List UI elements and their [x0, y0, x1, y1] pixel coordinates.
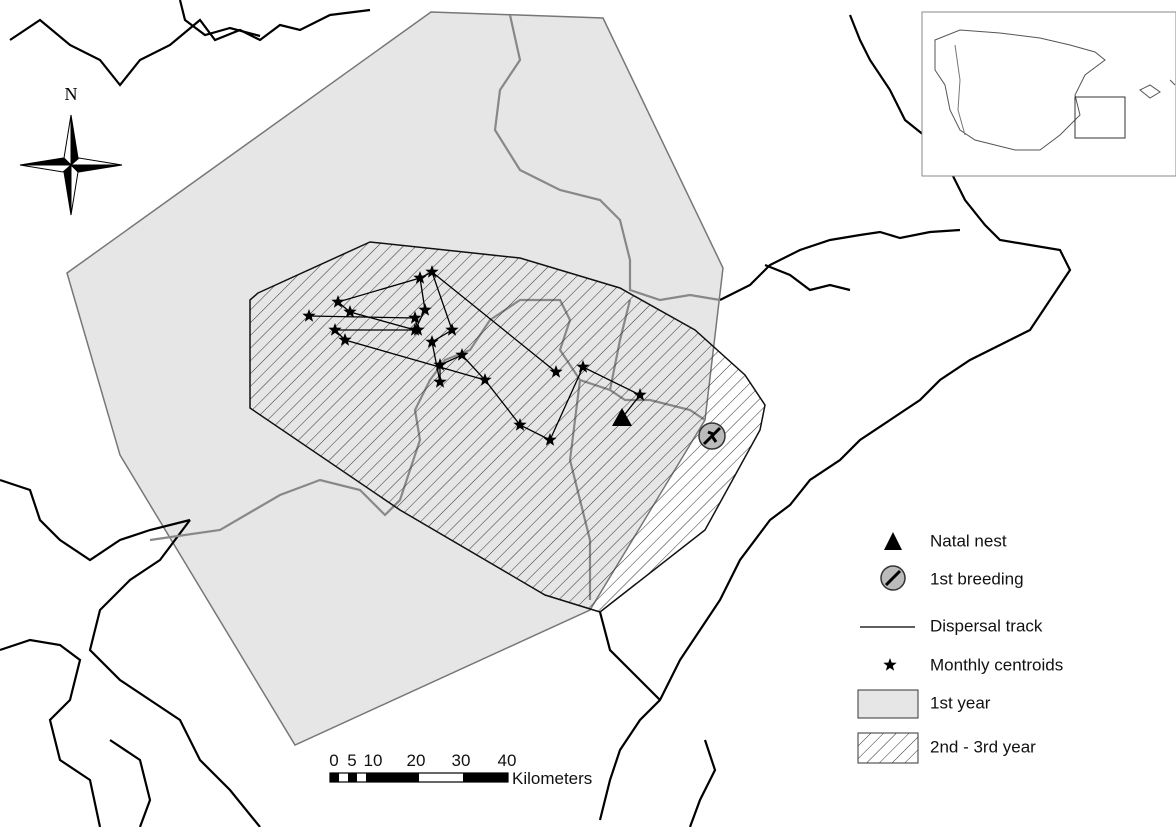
centroid [433, 358, 447, 371]
centroid [408, 311, 422, 324]
first-breeding [698, 422, 726, 450]
inset-map [921, 11, 1176, 177]
legend-symbol [884, 569, 902, 587]
legend-symbol [883, 658, 897, 671]
centroid [576, 360, 590, 373]
centroid [478, 373, 492, 386]
centroid [413, 271, 427, 284]
legend-label: 1st year [930, 693, 991, 712]
legend-symbol [857, 689, 919, 719]
legend-label: Monthly centroids [930, 655, 1063, 674]
centroid [343, 305, 357, 318]
scale-tick-label: 20 [407, 751, 426, 770]
dispersal-track [308, 315, 486, 381]
north-arrow: N [19, 84, 123, 216]
centroid [445, 323, 459, 336]
centroid [549, 365, 563, 378]
scale-bar: Kilometers 0 5 10 20 30 40 [329, 751, 592, 788]
centroid [455, 348, 469, 361]
centroid [633, 388, 647, 401]
centroid [302, 309, 316, 322]
natal-nest [612, 408, 632, 426]
legend-label: 2nd - 3rd year [930, 737, 1036, 756]
centroid [418, 303, 432, 316]
legend-symbol [857, 732, 919, 764]
scale-tick-label: 10 [364, 751, 383, 770]
centroid [331, 295, 345, 308]
centroid [433, 375, 447, 388]
centroid [425, 335, 439, 348]
scale-tick-label: 30 [452, 751, 471, 770]
legend-label: Dispersal track [930, 616, 1043, 635]
legend-symbol [884, 532, 902, 550]
legend-label: 1st breeding [930, 569, 1024, 588]
centroid [411, 323, 425, 336]
scale-unit: Kilometers [512, 769, 592, 788]
north-label: N [65, 84, 78, 104]
centroid [328, 323, 342, 336]
scale-tick-label: 5 [347, 751, 356, 770]
centroid [513, 418, 527, 431]
centroid [425, 265, 439, 278]
legend: Natal nest 1st breeding Dispersal track … [857, 531, 1063, 764]
second-third-year-range [249, 241, 766, 613]
monthly-centroids [302, 265, 647, 446]
scale-tick-label: 40 [498, 751, 517, 770]
centroid [543, 433, 557, 446]
centroid [338, 333, 352, 346]
coastline [0, 0, 1072, 827]
legend-label: Natal nest [930, 531, 1007, 550]
scale-tick-label: 0 [329, 751, 338, 770]
